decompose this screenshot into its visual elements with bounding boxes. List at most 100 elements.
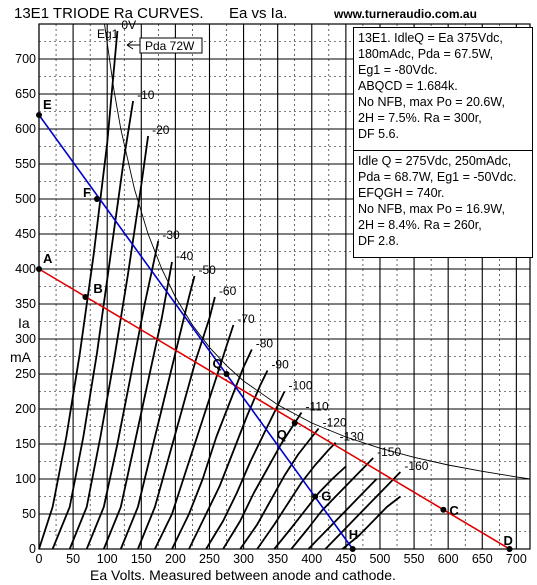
- y-tick-label: 200: [15, 402, 36, 416]
- grid-curve: [119, 275, 196, 550]
- x-tick-label: 300: [233, 552, 254, 566]
- curve-label: -130: [340, 430, 364, 444]
- point-marker: [349, 546, 356, 552]
- pda-line: [104, 23, 531, 480]
- curve-label: 0V: [121, 18, 136, 32]
- point-marker: [440, 506, 447, 513]
- x-tick-label: 700: [506, 552, 527, 566]
- info1-line: 13E1. IdleQ = Ea 375Vdc,: [358, 31, 503, 45]
- info1-line: DF 5.6.: [358, 127, 399, 141]
- point-marker: [223, 371, 230, 377]
- info2-line: EFQGH = 740r.: [358, 186, 445, 200]
- load-line: [38, 114, 354, 550]
- grid-curve: [68, 135, 149, 550]
- grid-curve: [51, 100, 134, 550]
- point-label: G: [321, 489, 331, 504]
- curve-label: -40: [176, 249, 194, 263]
- y-tick-label: 250: [15, 367, 36, 381]
- x-tick-label: 150: [131, 552, 152, 566]
- x-tick-label: 550: [404, 552, 425, 566]
- point-marker: [93, 196, 100, 202]
- curve-label: -90: [271, 358, 289, 372]
- x-tick-label: 600: [438, 552, 459, 566]
- info2-line: 2H = 8.4%. Ra = 260r,: [358, 218, 482, 232]
- curve-label: -100: [289, 379, 313, 393]
- point-marker: [312, 493, 319, 500]
- point-label: E: [43, 97, 52, 112]
- website-text: www.turneraudio.com.au: [333, 7, 477, 21]
- point-label: D: [504, 533, 513, 548]
- y-tick-label: 600: [15, 122, 36, 136]
- curve-label: -10: [137, 88, 155, 102]
- y-tick-label: 350: [15, 297, 36, 311]
- curve-label: -60: [219, 284, 237, 298]
- x-axis-label: Ea Volts. Measured between anode and cat…: [90, 567, 396, 583]
- grid-curve: [205, 391, 286, 550]
- tick-labels: 0 50 100 150 200 250 300 350 400 450 500 550 600 650 7…: [15, 52, 527, 566]
- point-marker: [291, 420, 298, 426]
- pda-label-arrow: [126, 40, 140, 50]
- y-axis-label-ma: mA: [10, 349, 32, 365]
- y-tick-label: 300: [15, 332, 36, 346]
- info1-line: Eg1 = -80Vdc.: [358, 63, 438, 77]
- curve-label: -70: [237, 312, 255, 326]
- info2-line: Idle Q = 275Vdc, 250mAdc,: [358, 154, 512, 168]
- grid-curves: [38, 30, 402, 550]
- grid-curve: [154, 324, 235, 550]
- y-tick-label: 100: [15, 472, 36, 486]
- grid-curve: [256, 441, 337, 550]
- point-label: Q: [213, 356, 223, 371]
- info-box-efqgh: Idle Q = 275Vdc, 250mAdc, Pda = 68.7W, E…: [353, 150, 533, 258]
- x-tick-label: 400: [301, 552, 322, 566]
- point-marker: [36, 112, 42, 118]
- pda-label: Pda 72W: [145, 39, 195, 53]
- grid-curve: [102, 261, 173, 550]
- grid-curve: [239, 428, 320, 550]
- grid-curve: [137, 296, 216, 550]
- curve-labels: 0V -10 -20 -30 -40 -50-60-70-80 -90-100 -110 -12…: [121, 18, 428, 473]
- x-tick-label: 50: [66, 552, 80, 566]
- point-marker: [82, 294, 89, 300]
- pda-curve: [104, 23, 531, 480]
- grid-curve: [341, 495, 401, 550]
- grid-curve: [290, 457, 374, 550]
- info2-line: Pda = 68.7W, Eg1 = -50Vdc.: [358, 170, 517, 184]
- x-tick-label: 0: [36, 552, 43, 566]
- point-label: Q: [277, 427, 287, 442]
- curve-label: -160: [404, 459, 428, 473]
- y-tick-label: 50: [22, 507, 36, 521]
- y-tick-label: 500: [15, 192, 36, 206]
- load-line: [38, 268, 510, 550]
- curve-label: -120: [323, 416, 347, 430]
- y-tick-label: 0: [29, 542, 36, 556]
- y-tick-label: 550: [15, 157, 36, 171]
- load-lines: [38, 114, 510, 550]
- curve-label: -110: [306, 400, 329, 414]
- info2-line: No NFB, max Po = 16.9W,: [358, 202, 505, 216]
- info1-line: 180mAdc, Pda = 67.5W,: [358, 47, 494, 61]
- operating-points: A B Q Q C D E F G H: [36, 97, 513, 552]
- curve-label: -150: [377, 445, 401, 459]
- y-tick-label: 700: [15, 52, 36, 66]
- eg1-label: Eg1: [97, 27, 119, 41]
- point-marker: [36, 266, 42, 272]
- grid-curve: [171, 349, 253, 550]
- y-tick-label: 650: [15, 87, 36, 101]
- curve-label: -20: [152, 123, 170, 137]
- point-label: B: [93, 281, 102, 296]
- info1-line: ABQCD = 1.684k.: [358, 79, 458, 93]
- y-tick-label: 400: [15, 262, 36, 276]
- y-tick-label: 150: [15, 437, 36, 451]
- curve-label: -30: [162, 228, 180, 242]
- point-label: H: [349, 527, 358, 542]
- grid-curve: [85, 240, 160, 550]
- chart-title: 13E1 TRIODE Ra CURVES.: [14, 5, 204, 22]
- point-label: A: [43, 251, 53, 266]
- y-axis-label-ia: Ia: [18, 315, 30, 331]
- point-marker: [506, 546, 513, 552]
- info1-line: No NFB, max Po = 20.6W,: [358, 95, 505, 109]
- grid-curve: [307, 478, 378, 550]
- x-tick-label: 250: [199, 552, 220, 566]
- grid-curve: [38, 30, 119, 550]
- grid-curve: [324, 471, 402, 550]
